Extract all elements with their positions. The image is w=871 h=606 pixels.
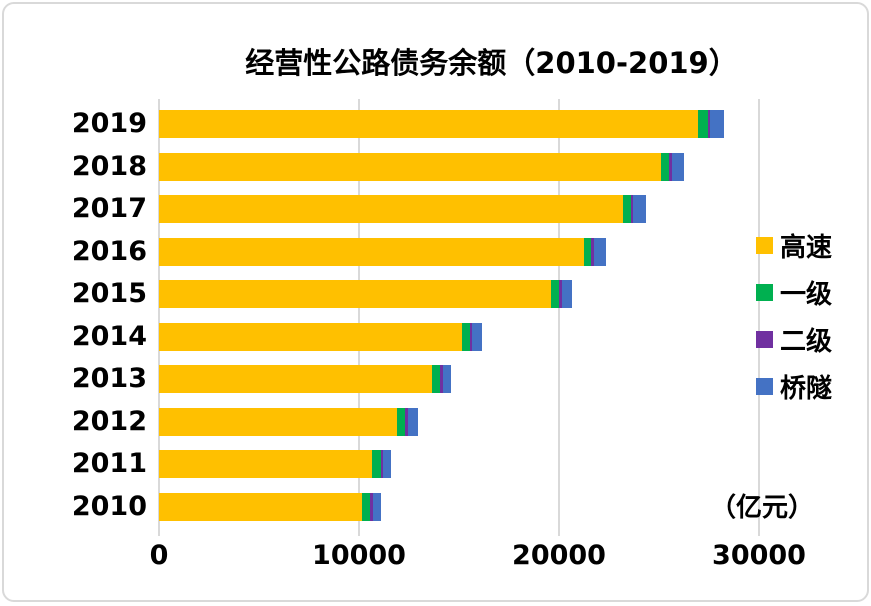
axis-unit-label: （亿元） bbox=[710, 493, 815, 523]
y-axis-label-2011: 2011 bbox=[71, 448, 147, 479]
bar-segment-class1-2011 bbox=[371, 450, 381, 478]
bar-segment-expressway-2016 bbox=[159, 237, 584, 266]
bar-segment-class1-2010 bbox=[361, 492, 371, 521]
gridline-x-10000 bbox=[358, 99, 360, 536]
y-axis-label-2016: 2016 bbox=[71, 235, 147, 267]
bar-row-2013 bbox=[159, 365, 451, 393]
bar-row-2018 bbox=[159, 152, 684, 181]
bar-segment-class1-2019 bbox=[698, 110, 708, 138]
legend-label-bridge_tunnel: 桥隧 bbox=[780, 373, 833, 404]
legend-label-class1: 一级 bbox=[780, 279, 833, 310]
legend-label-class2: 二级 bbox=[780, 326, 833, 357]
bar-segment-expressway-2019 bbox=[159, 110, 698, 138]
bar-segment-expressway-2014 bbox=[159, 322, 462, 351]
bar-segment-class2-2018 bbox=[669, 152, 672, 181]
legend-swatch-bridge_tunnel bbox=[756, 377, 773, 395]
bar-segment-class2-2011 bbox=[380, 450, 384, 478]
legend-label-expressway: 高速 bbox=[780, 232, 833, 263]
bar-segment-expressway-2015 bbox=[159, 280, 551, 308]
bar-segment-class2-2019 bbox=[708, 110, 711, 138]
bar-segment-expressway-2010 bbox=[159, 492, 362, 521]
bar-segment-bridge_tunnel-2013 bbox=[442, 365, 451, 393]
legend-item-expressway: 高速 bbox=[756, 228, 833, 263]
gridline-x-30000 bbox=[758, 99, 760, 536]
x-axis-label-0: 0 bbox=[149, 540, 169, 571]
bar-segment-class2-2012 bbox=[405, 407, 409, 436]
plot-area bbox=[158, 99, 777, 536]
bar-segment-class2-2015 bbox=[559, 280, 562, 308]
bar-segment-class2-2016 bbox=[591, 237, 595, 266]
bar-segment-bridge_tunnel-2016 bbox=[594, 237, 606, 266]
bar-segment-class1-2014 bbox=[461, 322, 470, 351]
x-axis-label-30000: 30000 bbox=[712, 540, 806, 571]
bar-segment-expressway-2011 bbox=[159, 450, 372, 478]
y-axis-label-2012: 2012 bbox=[71, 405, 147, 437]
x-axis-label-20000: 20000 bbox=[512, 540, 606, 571]
bar-row-2019 bbox=[159, 110, 724, 138]
bar-segment-class2-2017 bbox=[631, 195, 633, 223]
y-axis-label-2014: 2014 bbox=[71, 320, 147, 352]
y-axis-label-2017: 2017 bbox=[71, 193, 147, 224]
y-axis-label-2015: 2015 bbox=[71, 278, 147, 309]
bar-segment-bridge_tunnel-2014 bbox=[472, 322, 483, 351]
bar-row-2012 bbox=[159, 407, 418, 436]
bar-row-2011 bbox=[159, 450, 391, 478]
bar-segment-expressway-2013 bbox=[159, 365, 432, 393]
bar-segment-class1-2012 bbox=[396, 407, 406, 436]
bar-segment-class2-2013 bbox=[440, 365, 443, 393]
bar-row-2016 bbox=[159, 237, 606, 266]
bar-segment-class2-2014 bbox=[469, 322, 473, 351]
legend-item-class2: 二级 bbox=[756, 322, 833, 357]
bar-row-2010 bbox=[159, 492, 382, 521]
legend-item-bridge_tunnel: 桥隧 bbox=[756, 369, 833, 404]
bar-segment-class1-2015 bbox=[551, 280, 560, 308]
bar-segment-bridge_tunnel-2012 bbox=[408, 407, 418, 436]
bar-segment-class2-2010 bbox=[370, 492, 374, 521]
bar-segment-class1-2013 bbox=[431, 365, 441, 393]
chart-title: 经营性公路债务余额（2010-2019） bbox=[245, 46, 738, 80]
gridline-x-20000 bbox=[558, 99, 560, 536]
bar-row-2014 bbox=[159, 322, 483, 351]
bar-row-2017 bbox=[159, 195, 646, 223]
legend-swatch-expressway bbox=[756, 236, 773, 254]
bar-segment-bridge_tunnel-2019 bbox=[710, 110, 724, 138]
legend-swatch-class1 bbox=[756, 283, 773, 301]
bar-segment-class1-2018 bbox=[661, 152, 669, 181]
bar-segment-expressway-2018 bbox=[159, 152, 661, 181]
x-axis-label-10000: 10000 bbox=[312, 540, 406, 571]
gridline-x-0 bbox=[158, 99, 160, 536]
bar-segment-bridge_tunnel-2018 bbox=[672, 152, 684, 181]
y-axis-label-2010: 2010 bbox=[71, 490, 147, 522]
legend-item-class1: 一级 bbox=[756, 275, 833, 310]
bar-segment-expressway-2017 bbox=[159, 195, 623, 223]
legend-swatch-class2 bbox=[756, 330, 773, 348]
bar-segment-class1-2016 bbox=[584, 237, 592, 266]
y-axis-label-2018: 2018 bbox=[71, 150, 147, 182]
y-axis-label-2019: 2019 bbox=[71, 108, 147, 139]
y-axis-label-2013: 2013 bbox=[71, 363, 147, 394]
bar-segment-bridge_tunnel-2011 bbox=[383, 450, 391, 478]
bar-row-2015 bbox=[159, 280, 572, 308]
legend: 高速 一级 二级 桥隧 bbox=[756, 228, 866, 408]
bar-segment-bridge_tunnel-2015 bbox=[561, 280, 572, 308]
bar-segment-bridge_tunnel-2010 bbox=[373, 492, 382, 521]
bar-segment-class1-2017 bbox=[623, 195, 631, 223]
bar-segment-bridge_tunnel-2017 bbox=[633, 195, 646, 223]
bar-segment-expressway-2012 bbox=[159, 407, 397, 436]
